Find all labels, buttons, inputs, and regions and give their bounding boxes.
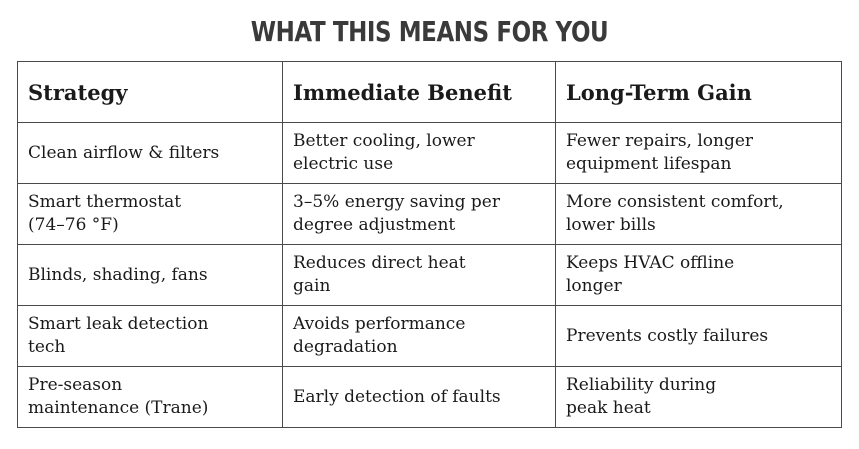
table-row: Smart thermostat (74–76 °F) 3–5% energy … (17, 183, 842, 245)
column-header-strategy: Strategy (17, 61, 283, 123)
cell-long-term-gain: Reliability during peak heat (555, 366, 842, 428)
cell-strategy: Smart thermostat (74–76 °F) (17, 183, 283, 245)
column-header-immediate-benefit: Immediate Benefit (282, 61, 556, 123)
table-row: Clean airflow & filters Better cooling, … (17, 122, 842, 184)
page-title: WHAT THIS MEANS FOR YOU (250, 15, 609, 48)
table-row: Smart leak detection tech Avoids perform… (17, 305, 842, 367)
strategy-table: Strategy Immediate Benefit Long-Term Gai… (17, 61, 842, 428)
table-row: Pre-season maintenance (Trane) Early det… (17, 366, 842, 428)
cell-immediate-benefit: 3–5% energy saving per degree adjustment (282, 183, 556, 245)
cell-long-term-gain: Fewer repairs, longer equipment lifespan (555, 122, 842, 184)
cell-strategy: Clean airflow & filters (17, 122, 283, 184)
column-header-long-term-gain: Long-Term Gain (555, 61, 842, 123)
cell-immediate-benefit: Better cooling, lower electric use (282, 122, 556, 184)
cell-long-term-gain: Keeps HVAC offline longer (555, 244, 842, 306)
cell-immediate-benefit: Early detection of faults (282, 366, 556, 428)
cell-immediate-benefit: Reduces direct heat gain (282, 244, 556, 306)
cell-long-term-gain: Prevents costly failures (555, 305, 842, 367)
cell-strategy: Blinds, shading, fans (17, 244, 283, 306)
cell-strategy: Smart leak detection tech (17, 305, 283, 367)
table-row: Blinds, shading, fans Reduces direct hea… (17, 244, 842, 306)
table-header-row: Strategy Immediate Benefit Long-Term Gai… (17, 61, 842, 123)
cell-long-term-gain: More consistent comfort, lower bills (555, 183, 842, 245)
cell-strategy: Pre-season maintenance (Trane) (17, 366, 283, 428)
cell-immediate-benefit: Avoids performance degradation (282, 305, 556, 367)
